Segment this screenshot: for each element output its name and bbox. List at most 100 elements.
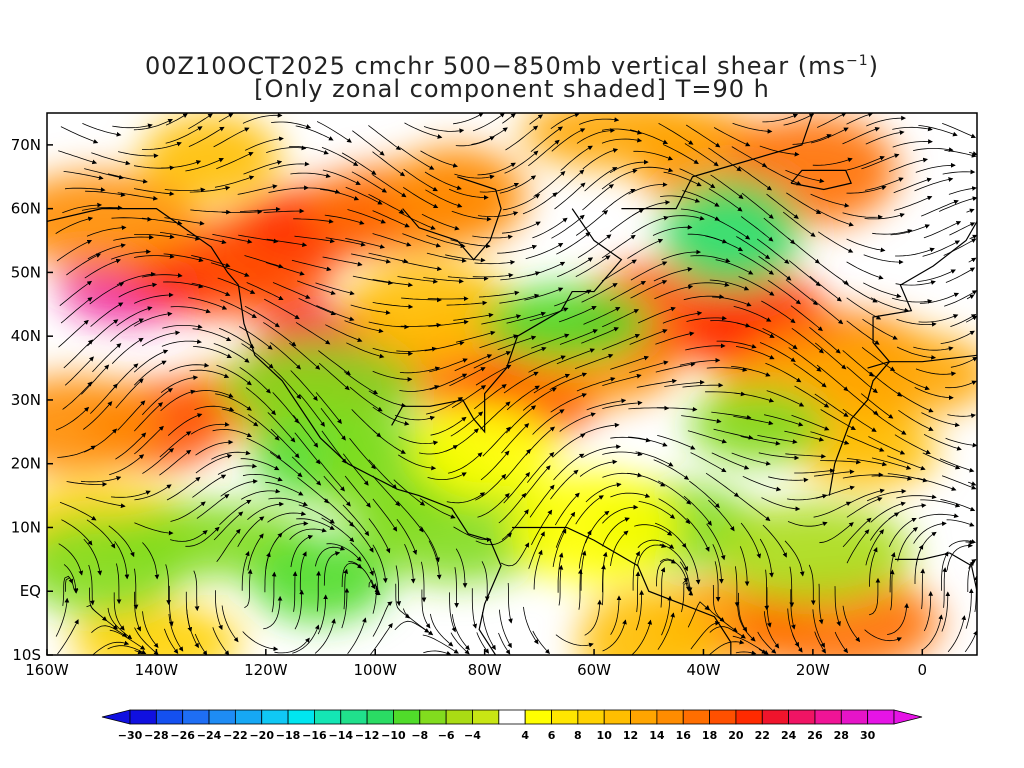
streamline (118, 151, 159, 159)
colorbar-swatch (761, 709, 790, 725)
streamline (244, 305, 280, 328)
streamline (846, 155, 885, 171)
streamline (864, 177, 904, 191)
streamline (424, 171, 462, 190)
streamline (482, 426, 511, 457)
streamline (656, 406, 698, 412)
streamline (917, 477, 957, 491)
streamline (56, 239, 93, 262)
streamline (315, 392, 342, 425)
streamline (294, 432, 321, 465)
streamline (504, 150, 539, 174)
streamline (480, 450, 510, 481)
streamline (296, 518, 335, 530)
streamline (368, 252, 409, 264)
streamline (422, 634, 459, 654)
streamline (529, 484, 555, 518)
streamline (846, 261, 884, 280)
streamline (479, 182, 520, 193)
streamline (372, 601, 393, 637)
streamline (472, 273, 514, 278)
streamline (185, 526, 220, 547)
streamline (812, 609, 825, 648)
streamline (942, 169, 976, 175)
streamline (369, 622, 393, 655)
streamline (967, 481, 977, 486)
shear-shading (47, 113, 977, 655)
streamline (581, 327, 619, 344)
streamline (559, 329, 598, 345)
colorbar-swatch (314, 709, 342, 725)
streamline (579, 459, 618, 477)
colorbar-label: −16 (302, 729, 327, 742)
streamline (582, 148, 619, 170)
streamline (347, 617, 367, 654)
streamline (475, 473, 507, 501)
streamline (661, 249, 702, 261)
colorbar-label: 6 (548, 729, 556, 742)
streamline (967, 560, 975, 592)
streamline (268, 497, 308, 506)
streamline (240, 458, 280, 471)
streamline (557, 257, 594, 278)
streamline (272, 282, 311, 299)
streamline (142, 447, 175, 474)
streamline (868, 577, 881, 616)
colorbar-swatch (867, 709, 895, 725)
streamline (64, 187, 106, 192)
streamline (266, 145, 307, 153)
streamline (846, 185, 887, 194)
streamline (423, 277, 464, 284)
streamline (559, 412, 596, 432)
streamline (627, 238, 664, 259)
streamline (554, 182, 586, 210)
streamline (351, 171, 387, 193)
streamline (244, 255, 284, 269)
streamline (247, 414, 280, 441)
streamline (170, 530, 208, 542)
streamline (810, 193, 850, 208)
colorbar-label: −24 (197, 729, 222, 742)
streamline (426, 397, 463, 415)
streamline (629, 329, 668, 345)
streamline (846, 320, 880, 345)
streamline (637, 543, 667, 566)
streamline (863, 282, 902, 299)
streamline (80, 476, 122, 483)
streamline (690, 620, 721, 650)
streamline (794, 468, 835, 474)
streamline (551, 128, 586, 152)
streamline (528, 531, 545, 569)
colorbar-swatch (630, 709, 658, 725)
colorbar-label: −22 (223, 729, 248, 742)
streamline (558, 306, 597, 323)
streamline (372, 302, 414, 310)
streamline (629, 129, 669, 144)
streamline (683, 495, 712, 526)
streamline (869, 547, 878, 587)
streamline (950, 357, 977, 368)
streamline (134, 254, 175, 259)
streamline (915, 162, 956, 173)
streamline (793, 363, 827, 388)
colorbar-label: −10 (381, 729, 406, 742)
colorbar-left-arrow (101, 709, 131, 725)
streamline (217, 277, 256, 294)
streamline (134, 522, 174, 536)
streamline (221, 605, 239, 643)
streamline (289, 342, 321, 370)
streamline (394, 414, 435, 421)
streamline (887, 455, 926, 471)
streamline (295, 322, 331, 345)
streamline (629, 360, 669, 373)
streamline (950, 314, 977, 327)
streamline (429, 373, 468, 391)
streamline (731, 452, 771, 466)
streamline (834, 631, 848, 654)
streamline (631, 215, 669, 235)
streamline (402, 186, 439, 209)
streamline (820, 409, 856, 430)
streamline (372, 429, 406, 454)
streamline (212, 233, 253, 244)
colorbar-label: 10 (597, 729, 613, 742)
